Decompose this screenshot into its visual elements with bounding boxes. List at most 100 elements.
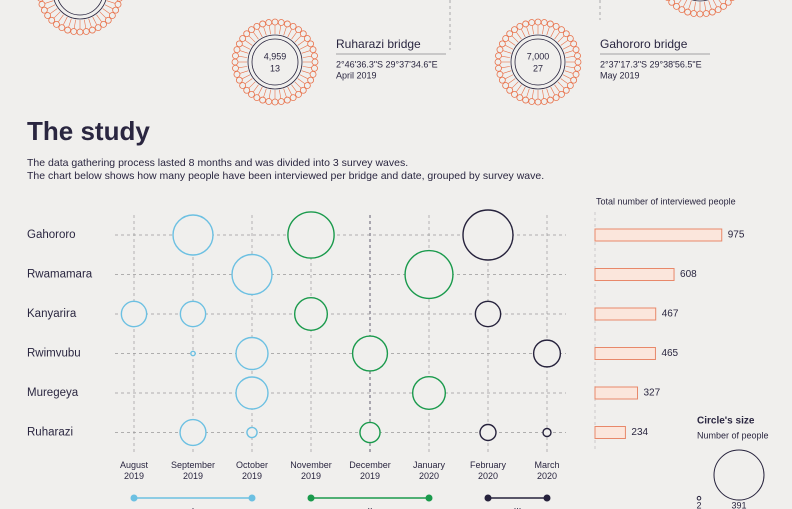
rosette-dot bbox=[277, 19, 285, 26]
bridge-coordinates: 2°46'36.3"S 29°37'34.6"E bbox=[336, 59, 438, 69]
month-text: November 2019 bbox=[290, 460, 332, 481]
row-label: Rwamamara bbox=[27, 269, 93, 281]
rosette-dot bbox=[496, 46, 504, 54]
rosette-ray bbox=[238, 66, 248, 69]
bubble bbox=[179, 418, 207, 447]
rosette-dot bbox=[566, 35, 574, 42]
bridge-name: Gahororo bridge bbox=[600, 37, 688, 51]
rosette-ray bbox=[241, 44, 251, 50]
rosette-ring bbox=[510, 34, 566, 90]
rosette-ray bbox=[704, 1, 707, 11]
row-label: Kanyarira bbox=[27, 308, 77, 320]
bar-value: 467 bbox=[662, 309, 679, 320]
rosette-ring bbox=[691, 0, 709, 2]
rosette-ring bbox=[251, 38, 299, 86]
bar bbox=[594, 426, 626, 439]
rosette-ray bbox=[96, 14, 102, 23]
month-text: October 2019 bbox=[235, 460, 268, 481]
wave-label: I bbox=[192, 506, 195, 509]
rosette-ray bbox=[550, 86, 556, 96]
rosette-dot bbox=[552, 94, 560, 102]
rosette-dot bbox=[720, 2, 727, 10]
bridge-coordinates: 2°37'17.3"S 29°38'56.5"E bbox=[600, 59, 702, 69]
wave-dot bbox=[130, 494, 138, 502]
rosette-ray bbox=[565, 55, 575, 58]
rosette-ray bbox=[49, 8, 58, 14]
bubble bbox=[287, 211, 335, 259]
month-text: February 2020 bbox=[469, 460, 506, 481]
bridge-name: Ruharazi bridge bbox=[336, 37, 421, 51]
rosette-ray bbox=[297, 78, 306, 84]
rosette-dot bbox=[303, 82, 311, 89]
bubble bbox=[190, 350, 196, 357]
rosette-dot bbox=[283, 20, 291, 28]
rosette-dot bbox=[690, 10, 698, 17]
rosette-ray bbox=[712, 0, 718, 8]
month-label: February 2020 bbox=[448, 460, 528, 482]
bridge-people: 4,959 bbox=[264, 51, 287, 61]
rosette-ray bbox=[299, 74, 309, 80]
rosette-dot bbox=[271, 18, 279, 26]
rosette-ray bbox=[291, 31, 297, 40]
wave-dot bbox=[543, 494, 551, 502]
rosette-dot bbox=[495, 52, 502, 60]
rosette-dot bbox=[678, 6, 686, 14]
rosette-ray bbox=[511, 81, 519, 89]
rosette-dot bbox=[570, 76, 578, 84]
legend-title: Circle's size bbox=[697, 416, 755, 427]
rosette-ray bbox=[560, 78, 569, 84]
rosette-dot bbox=[708, 8, 716, 16]
rosette-dot bbox=[311, 52, 318, 60]
rosette-ray bbox=[92, 16, 98, 26]
rosette-ray bbox=[708, 0, 712, 10]
rosette-ring bbox=[53, 0, 107, 20]
rosette-ray bbox=[531, 25, 534, 35]
rosette-ray bbox=[542, 25, 545, 35]
rosette-ray bbox=[564, 50, 574, 54]
rosette-dot bbox=[522, 20, 530, 28]
rosette-dot bbox=[684, 8, 692, 16]
rosette-dot bbox=[259, 20, 267, 28]
rosette-dot bbox=[38, 0, 46, 8]
rosette-dot bbox=[303, 35, 311, 42]
month-label: September 2019 bbox=[153, 460, 233, 482]
rosette-dot bbox=[558, 90, 565, 98]
rosette-dot bbox=[574, 64, 581, 72]
rosette-dot bbox=[70, 28, 78, 35]
rosette-ray bbox=[546, 88, 550, 98]
bridge-date: April 2019 bbox=[336, 70, 377, 80]
rosette-ray bbox=[554, 31, 560, 40]
bubble bbox=[179, 300, 207, 328]
bubble bbox=[479, 423, 497, 442]
rosette-ray bbox=[531, 89, 534, 99]
bar bbox=[594, 228, 723, 242]
bar bbox=[594, 347, 656, 360]
wave-dot bbox=[425, 494, 433, 502]
rosette-dot bbox=[574, 52, 581, 60]
intro-text: The data gathering process lasted 8 mont… bbox=[27, 157, 408, 169]
rosette-dot bbox=[730, 0, 735, 1]
rosette-dot bbox=[64, 26, 72, 34]
rosette-ray bbox=[520, 28, 526, 38]
rosette-ray bbox=[562, 44, 572, 50]
rosette-dot bbox=[724, 0, 732, 6]
rosette-ray bbox=[554, 84, 560, 93]
month-text: September 2019 bbox=[170, 460, 216, 481]
bar bbox=[594, 307, 657, 321]
bubble bbox=[532, 339, 562, 368]
rosette-dot bbox=[248, 90, 255, 98]
bridge-date: May 2019 bbox=[600, 70, 640, 80]
rosette-ray bbox=[53, 11, 61, 19]
rosette-dot bbox=[116, 0, 123, 2]
rosette-dot bbox=[283, 96, 291, 104]
rosette-dot bbox=[540, 19, 548, 26]
month-label: November 2019 bbox=[271, 460, 351, 482]
rosette-dot bbox=[572, 46, 580, 54]
rosette-ray bbox=[283, 88, 287, 98]
month-label: October 2019 bbox=[212, 460, 292, 482]
rosette-dot bbox=[566, 82, 574, 89]
rosette-dot bbox=[239, 82, 247, 89]
bar bbox=[594, 268, 675, 281]
rosette-dot bbox=[112, 6, 120, 14]
rosette-ray bbox=[297, 40, 306, 46]
